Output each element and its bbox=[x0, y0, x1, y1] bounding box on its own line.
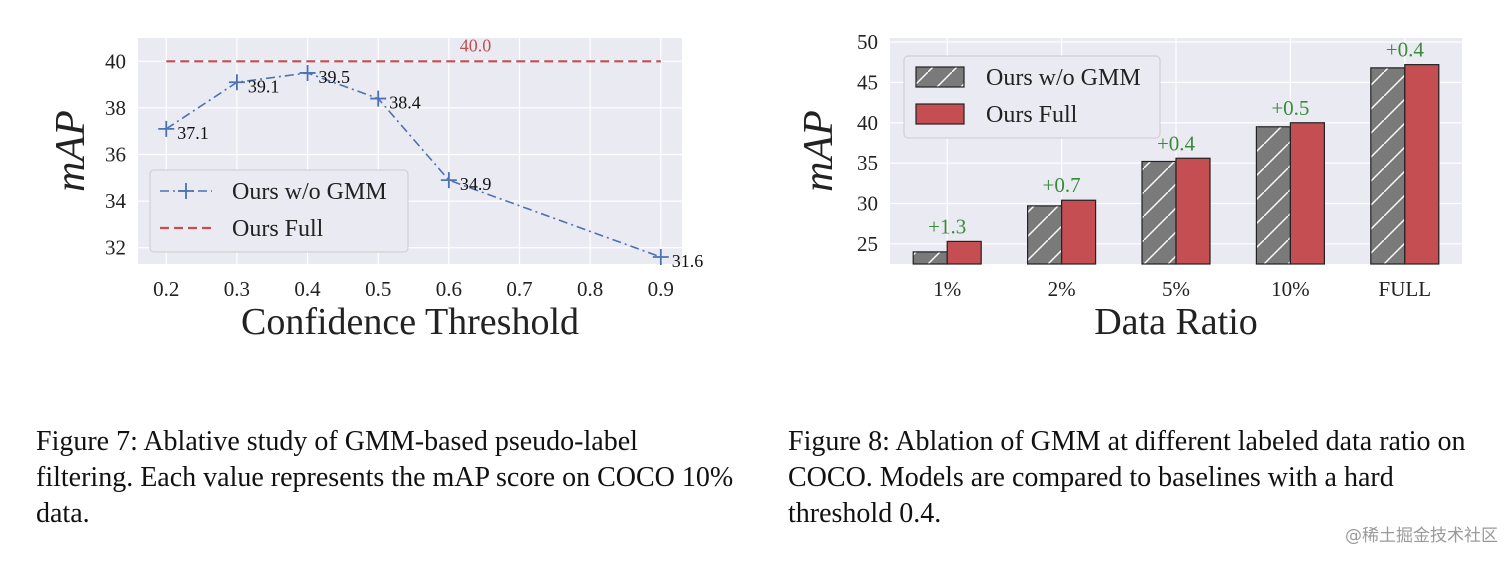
x-tick-label: 0.3 bbox=[224, 277, 250, 301]
bar-ours-wo-gmm bbox=[1255, 126, 1291, 265]
data-label: 34.9 bbox=[460, 174, 492, 194]
legend-label: Ours Full bbox=[232, 216, 324, 242]
y-tick-label: 40 bbox=[105, 49, 126, 73]
x-tick-label: 5% bbox=[1162, 277, 1190, 301]
legend bbox=[149, 169, 409, 253]
data-point-marker bbox=[652, 249, 669, 266]
y-tick-label: 45 bbox=[857, 70, 878, 94]
y-tick-label: 30 bbox=[857, 191, 878, 215]
x-tick-label: 0.6 bbox=[436, 277, 462, 301]
y-tick-label: 34 bbox=[105, 189, 127, 213]
data-point-marker bbox=[370, 90, 387, 107]
x-axis-label: Confidence Threshold bbox=[241, 301, 579, 343]
x-tick-label: 0.8 bbox=[577, 277, 603, 301]
data-label: 38.4 bbox=[389, 93, 421, 113]
legend-marker bbox=[178, 183, 194, 199]
series-line-ours-wo-gmm bbox=[165, 72, 662, 258]
gain-label: +0.5 bbox=[1271, 96, 1309, 120]
data-label: 40.0 bbox=[460, 35, 492, 55]
x-axis-label: Data Ratio bbox=[1094, 301, 1258, 343]
data-label: 39.1 bbox=[248, 76, 280, 96]
gain-label: +0.4 bbox=[1386, 38, 1425, 62]
y-tick-label: 38 bbox=[105, 96, 126, 120]
y-tick-label: 50 bbox=[857, 30, 878, 54]
legend-swatch-ours-full bbox=[915, 103, 965, 125]
legend-label: Ours w/o GMM bbox=[986, 65, 1141, 91]
y-axis-label: mAP bbox=[796, 110, 842, 192]
data-point-marker bbox=[440, 172, 457, 189]
data-label: 31.6 bbox=[672, 251, 704, 271]
watermark: @稀土掘金技术社区 bbox=[1345, 526, 1498, 546]
x-tick-label: 0.9 bbox=[648, 277, 674, 301]
bar-ours-wo-gmm bbox=[912, 251, 948, 265]
legend-swatch-ours-wo-gmm bbox=[915, 66, 965, 88]
x-tick-label: 0.7 bbox=[506, 277, 532, 301]
y-tick-label: 35 bbox=[857, 151, 878, 175]
x-tick-label: 0.2 bbox=[153, 277, 179, 301]
x-tick-label: 1% bbox=[933, 277, 961, 301]
y-axis-label: mAP bbox=[48, 110, 94, 192]
bar-ours-wo-gmm bbox=[1027, 205, 1063, 265]
bar-ours-full bbox=[946, 240, 982, 265]
data-label: 37.1 bbox=[177, 123, 209, 143]
y-tick-label: 36 bbox=[105, 142, 126, 166]
bar-ours-full bbox=[1289, 122, 1326, 265]
data-point-marker bbox=[158, 120, 175, 137]
x-tick-label: 0.5 bbox=[365, 277, 391, 301]
x-tick-label: FULL bbox=[1379, 277, 1432, 301]
y-tick-label: 32 bbox=[105, 236, 126, 260]
legend bbox=[903, 55, 1161, 139]
gain-label: +1.3 bbox=[928, 214, 966, 238]
y-tick-label: 25 bbox=[857, 232, 878, 256]
figure8-chart: 25 30 35 40 45 50 +1.3 1% +0.7 2% +0.4 5% +0.5 10% +0.… bbox=[796, 30, 1462, 343]
legend-label: Ours w/o GMM bbox=[232, 179, 387, 205]
x-tick-label: 10% bbox=[1271, 277, 1310, 301]
gain-label: +0.7 bbox=[1043, 173, 1081, 197]
bar-ours-wo-gmm bbox=[1370, 67, 1406, 265]
figure8-caption: Figure 8: Ablation of GMM at different l… bbox=[788, 426, 1466, 529]
x-tick-label: 2% bbox=[1048, 277, 1076, 301]
data-point-marker bbox=[299, 64, 316, 81]
bar-ours-full bbox=[1061, 199, 1097, 265]
gain-label: +0.4 bbox=[1157, 131, 1196, 155]
data-label: 39.5 bbox=[319, 67, 351, 87]
legend-label: Ours Full bbox=[986, 102, 1078, 128]
figure7-caption: Figure 7: Ablative study of GMM-based ps… bbox=[36, 426, 734, 529]
figure7-chart: 0.2 0.3 0.4 0.5 0.6 0.7 0.8 0.9 32 34 36 38 40 40.0 37… bbox=[48, 35, 704, 343]
x-tick-label: 0.4 bbox=[294, 277, 321, 301]
bar-ours-full bbox=[1175, 157, 1211, 265]
y-tick-label: 40 bbox=[857, 111, 878, 135]
data-point-marker bbox=[228, 74, 245, 91]
bar-ours-full bbox=[1404, 64, 1440, 265]
bar-ours-wo-gmm bbox=[1141, 160, 1177, 265]
